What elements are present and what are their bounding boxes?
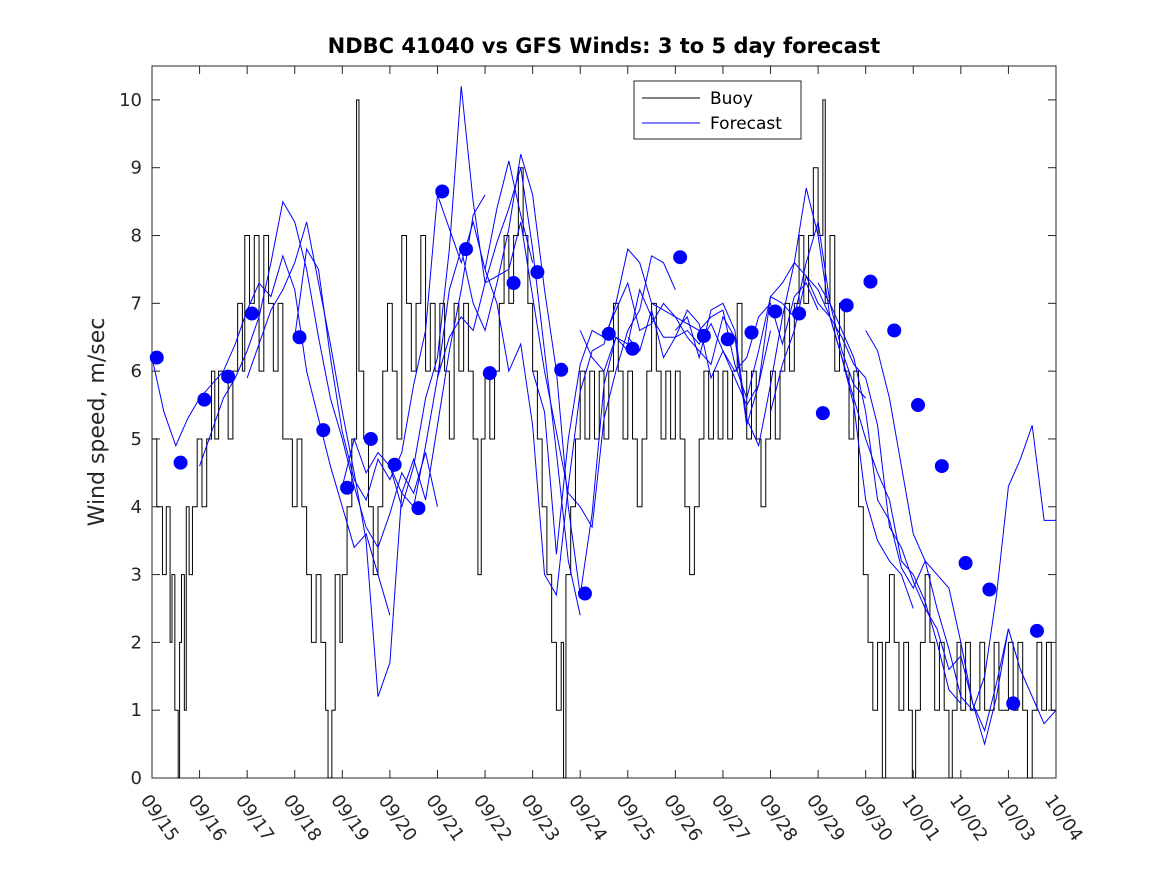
forecast-marker-16 (554, 362, 569, 377)
forecast-marker-30 (911, 398, 926, 413)
forecast-marker-8 (363, 431, 378, 446)
x-tick-label: 10/03 (992, 791, 1039, 846)
forecast-marker-24 (768, 304, 783, 319)
y-tick-label: 4 (131, 497, 142, 518)
forecast-line-12 (722, 261, 962, 704)
x-tick-label: 09/29 (802, 791, 849, 846)
y-tick-labels: 0 1 2 3 4 5 6 7 8 9 10 (119, 90, 142, 789)
x-tick-label: 09/16 (183, 791, 230, 846)
x-tick-label: 10/02 (945, 791, 992, 846)
forecast-marker-26 (815, 406, 830, 421)
forecast-series (151, 86, 1057, 747)
forecast-marker-4 (244, 306, 259, 321)
legend-buoy-label: Buoy (710, 89, 753, 109)
forecast-marker-14 (506, 275, 521, 290)
y-tick-label: 7 (131, 293, 142, 314)
chart-title: NDBC 41040 vs GFS Winds: 3 to 5 day fore… (328, 34, 881, 58)
x-tick-label: 09/24 (564, 791, 611, 846)
forecast-marker-12 (459, 242, 474, 257)
forecast-marker-6 (316, 423, 331, 438)
x-tick-label: 09/25 (612, 791, 659, 846)
forecast-line-6 (436, 221, 676, 529)
forecast-markers (149, 184, 1044, 711)
x-tick-label: 09/15 (136, 791, 183, 846)
forecast-marker-28 (863, 274, 878, 289)
forecast-line-0 (151, 254, 391, 616)
y-tick-label: 6 (131, 361, 142, 382)
forecast-marker-3 (221, 369, 236, 384)
x-tick-label: 09/30 (850, 791, 897, 846)
forecast-line-15 (865, 330, 1057, 733)
x-tick-label: 09/22 (469, 791, 516, 846)
forecast-marker-1 (173, 455, 188, 470)
buoy-line (152, 99, 1056, 779)
forecast-marker-13 (482, 366, 497, 381)
forecast-marker-0 (149, 350, 164, 365)
forecast-marker-2 (197, 392, 212, 407)
legend-box (633, 80, 802, 140)
x-tick-label: 09/23 (517, 791, 564, 846)
y-tick-label: 8 (131, 226, 142, 247)
forecast-marker-35 (1029, 623, 1044, 638)
x-tick-label: 09/21 (421, 791, 468, 846)
y-tick-label: 1 (131, 700, 142, 721)
y-tick-label: 2 (131, 632, 142, 653)
y-axis-label: Wind speed, m/sec (85, 318, 110, 527)
x-tick-label: 09/19 (326, 791, 373, 846)
legend-forecast-label: Forecast (710, 114, 782, 134)
forecast-line-8 (532, 281, 772, 555)
x-tick-label: 10/04 (1040, 791, 1087, 846)
buoy-series (152, 99, 1056, 779)
x-tick-labels: 09/15 09/16 09/17 09/18 09/19 09/20 09/21 09/22… (136, 791, 1087, 846)
forecast-line-14 (817, 282, 1056, 712)
forecast-marker-29 (887, 323, 902, 338)
x-tick-label: 10/01 (897, 791, 944, 846)
y-tick-label: 3 (131, 565, 142, 586)
y-tick-label: 0 (131, 768, 142, 789)
x-tick-label: 09/26 (659, 791, 706, 846)
forecast-marker-11 (435, 184, 450, 199)
forecast-marker-22 (720, 332, 735, 347)
forecast-marker-33 (982, 582, 997, 597)
forecast-marker-27 (839, 298, 854, 313)
forecast-marker-20 (673, 250, 688, 265)
x-tick-label: 09/28 (754, 791, 801, 846)
forecast-marker-32 (958, 556, 973, 571)
forecast-marker-10 (411, 501, 426, 516)
forecast-marker-18 (601, 326, 616, 341)
x-tick-label: 09/20 (374, 791, 421, 846)
forecast-marker-15 (530, 265, 545, 280)
forecast-line-5 (389, 154, 629, 595)
forecast-marker-17 (577, 586, 592, 601)
forecast-marker-21 (696, 328, 711, 343)
forecast-line-13 (770, 274, 1009, 747)
forecast-marker-34 (1006, 696, 1021, 711)
x-tick-label: 09/18 (279, 791, 326, 846)
forecast-marker-9 (387, 457, 402, 472)
forecast-line-2 (246, 194, 486, 697)
y-tick-label: 5 (131, 429, 142, 450)
forecast-marker-5 (292, 330, 307, 345)
forecast-line-1 (199, 200, 438, 549)
forecast-marker-7 (340, 480, 355, 495)
x-tick-label: 09/27 (707, 791, 754, 846)
forecast-marker-25 (792, 306, 807, 321)
x-tick-label: 09/17 (231, 791, 278, 846)
forecast-marker-31 (934, 459, 949, 474)
forecast-marker-19 (625, 341, 640, 356)
y-tick-label: 10 (119, 90, 142, 111)
axis-ticks (151, 66, 1057, 779)
y-tick-label: 9 (131, 158, 142, 179)
forecast-line-10 (627, 221, 867, 407)
forecast-line-4 (341, 86, 581, 616)
legend: Buoy Forecast (633, 80, 802, 140)
forecast-marker-23 (744, 325, 759, 340)
forecast-line-3 (294, 160, 534, 502)
forecast-line-9 (579, 282, 819, 380)
